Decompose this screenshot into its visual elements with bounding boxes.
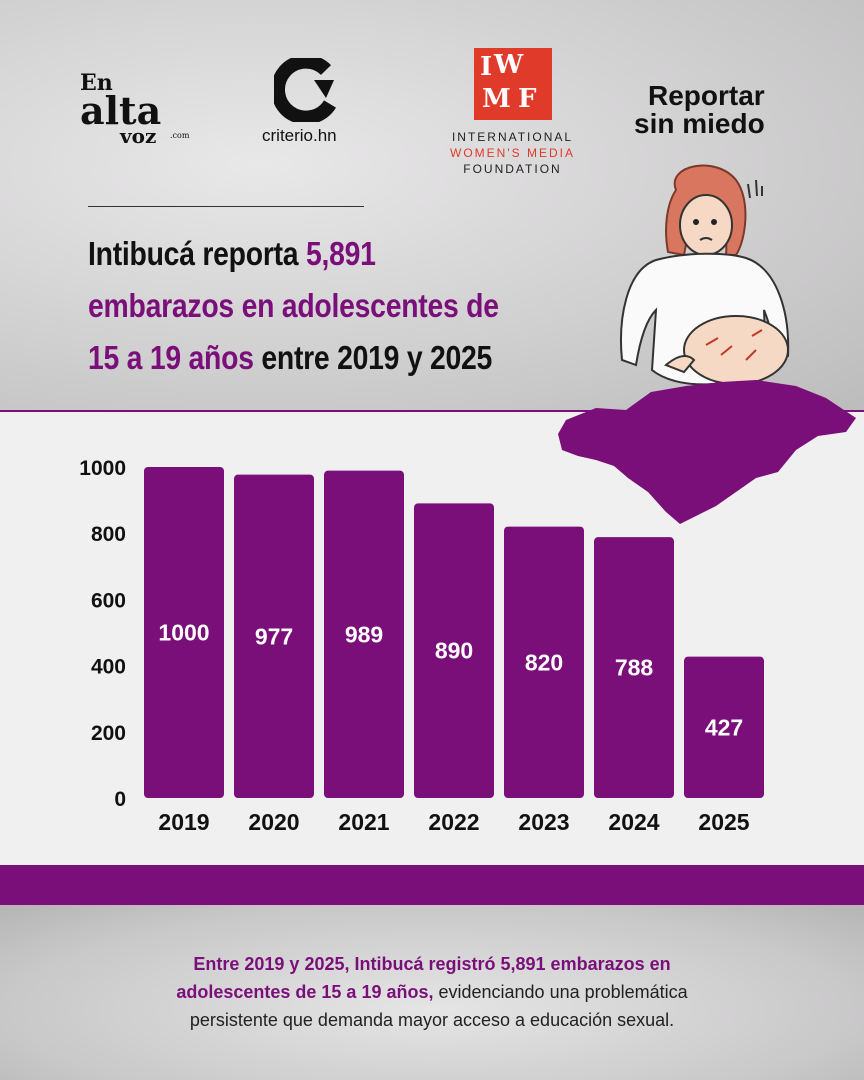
logo-text: .com <box>170 131 190 140</box>
pregnant-teen-illustration <box>558 164 856 524</box>
headline-highlight: 5,891 <box>305 235 376 272</box>
x-tick-label: 2022 <box>428 809 479 835</box>
y-tick-label: 400 <box>91 656 126 679</box>
logo-text: sin miedo <box>634 108 765 139</box>
y-tick-label: 200 <box>91 722 126 745</box>
logo-text: Reportar <box>648 80 765 111</box>
y-tick-label: 0 <box>114 788 126 811</box>
bar-value-label: 890 <box>435 638 473 664</box>
y-tick-label: 800 <box>91 523 126 546</box>
headline-text: Intibucá reporta <box>88 235 306 272</box>
x-tick-label: 2023 <box>518 809 569 835</box>
logo-text: FOUNDATION <box>463 162 562 176</box>
footer-highlight: Entre 2019 y 2025, Intibucá registró 5,8… <box>193 954 671 974</box>
bar-value-label: 977 <box>255 623 293 649</box>
x-tick-label: 2019 <box>158 809 209 835</box>
iwmf-logo: I W M F INTERNATIONAL WOMEN'S MEDIA FOUN… <box>440 48 585 176</box>
x-tick-label: 2025 <box>698 809 749 835</box>
logo-text: voz <box>120 124 157 148</box>
footer-caption: Entre 2019 y 2025, Intibucá registró 5,8… <box>60 950 804 1034</box>
bar-value-label: 989 <box>345 621 383 647</box>
criterio-mark-icon <box>274 58 336 122</box>
iwmf-mark-icon: I W M F <box>474 48 552 120</box>
headline: Intibucá reporta 5,891 embarazos en adol… <box>88 228 518 384</box>
x-tick-label: 2020 <box>248 809 299 835</box>
footer-text: evidenciando una problemática <box>433 982 688 1002</box>
bar <box>504 526 584 798</box>
y-tick-label: 600 <box>91 589 126 612</box>
bar-value-label: 820 <box>525 649 563 675</box>
logo-text: alta <box>80 88 162 133</box>
bar <box>234 474 314 798</box>
reportar-sin-miedo-logo: Reportar sin miedo <box>634 80 804 142</box>
headline-highlight: 15 a 19 años <box>88 339 254 376</box>
bar <box>414 503 494 798</box>
headline-text: entre 2019 y 2025 <box>253 339 493 376</box>
y-tick-label: 1000 <box>79 457 126 480</box>
bar <box>144 467 224 798</box>
bar <box>594 537 674 798</box>
footer-background <box>0 905 864 1080</box>
en-alta-voz-logo: En alta voz .com <box>80 72 190 152</box>
logo-text: criterio.hn <box>262 126 337 145</box>
bar-value-label: 427 <box>705 714 743 740</box>
bar-value-label: 1000 <box>158 620 209 646</box>
footer-text: persistente que demanda mayor acceso a e… <box>189 1010 675 1030</box>
bar <box>684 656 764 798</box>
bar <box>324 470 404 798</box>
headline-highlight: embarazos en adolescentes de <box>88 287 499 324</box>
purple-band <box>0 865 864 905</box>
x-tick-label: 2024 <box>608 809 659 835</box>
logo-text: WOMEN'S MEDIA <box>450 146 575 160</box>
bar-value-label: 788 <box>615 655 654 681</box>
logo-text: INTERNATIONAL <box>451 130 574 144</box>
logo-text: En <box>80 70 113 96</box>
criterio-logo: criterio.hn <box>262 58 362 148</box>
x-tick-label: 2021 <box>338 809 389 835</box>
footer-highlight: adolescentes de 15 a 19 años, <box>176 982 434 1002</box>
divider <box>88 206 364 207</box>
